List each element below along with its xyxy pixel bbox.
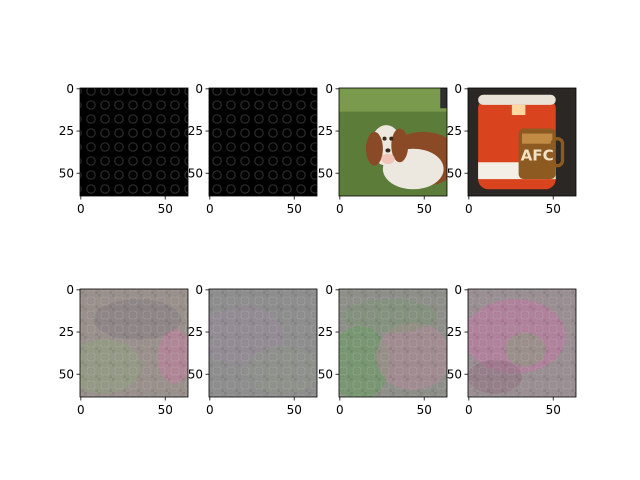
y-tick-label: 25	[447, 325, 462, 339]
image-panel	[209, 88, 317, 196]
y-tick-label: 0	[66, 283, 74, 297]
x-tick-label: 50	[158, 403, 173, 417]
y-tick-label: 25	[318, 325, 333, 339]
y-tick-label: 0	[325, 82, 333, 96]
x-tick-label: 50	[546, 202, 561, 216]
image-panel	[209, 289, 317, 397]
y-tick-label: 50	[188, 166, 203, 180]
subplot-1-4: AFC 0 50 0 25 50	[447, 82, 577, 216]
subplot-1-3: 0 50 0 25 50	[318, 82, 448, 216]
image-panel	[80, 289, 188, 397]
subplot-2-1: 0 50 0 25 50	[59, 283, 189, 417]
x-tick-label: 0	[77, 403, 85, 417]
image-panel	[339, 88, 447, 196]
x-tick-label: 0	[336, 202, 344, 216]
x-tick-label: 0	[206, 403, 214, 417]
y-tick-label: 50	[59, 367, 74, 381]
y-tick-label: 0	[195, 283, 203, 297]
x-tick-label: 0	[465, 403, 473, 417]
axes-frame	[467, 288, 577, 398]
mug-label: AFC	[521, 147, 554, 165]
image-panel	[80, 88, 188, 196]
x-tick-label: 50	[546, 403, 561, 417]
axes-frame	[467, 87, 577, 197]
y-tick-label: 50	[318, 367, 333, 381]
image-panel: AFC	[468, 88, 576, 196]
x-tick-label: 0	[465, 202, 473, 216]
subplot-grid: 0 50 0 25 50 0 50 0 25 50 0 50 0 25 50 AFC 0 50 0 25 50 0 50 0 2…	[59, 82, 577, 417]
image-panel	[468, 289, 576, 397]
subplot-1-1: 0 50 0 25 50	[59, 82, 189, 216]
axes-frame	[338, 288, 448, 398]
y-tick-label: 25	[188, 124, 203, 138]
y-tick-label: 50	[318, 166, 333, 180]
subplot-2-3: 0 50 0 25 50	[318, 283, 448, 417]
subplot-1-2: 0 50 0 25 50	[188, 82, 318, 216]
x-tick-label: 50	[287, 202, 302, 216]
y-tick-label: 25	[318, 124, 333, 138]
y-tick-label: 0	[66, 82, 74, 96]
subplot-2-4: 0 50 0 25 50	[447, 283, 577, 417]
x-tick-label: 0	[77, 202, 85, 216]
axes-frame	[208, 288, 318, 398]
x-tick-label: 50	[158, 202, 173, 216]
y-tick-label: 50	[188, 367, 203, 381]
axes-frame	[338, 87, 448, 197]
y-tick-label: 0	[325, 283, 333, 297]
x-tick-label: 0	[336, 403, 344, 417]
x-tick-label: 0	[206, 202, 214, 216]
y-tick-label: 0	[454, 82, 462, 96]
y-tick-label: 25	[188, 325, 203, 339]
y-tick-label: 50	[447, 367, 462, 381]
x-tick-label: 50	[417, 202, 432, 216]
x-tick-label: 50	[417, 403, 432, 417]
y-tick-label: 25	[59, 325, 74, 339]
y-tick-label: 0	[195, 82, 203, 96]
x-tick-label: 50	[287, 403, 302, 417]
y-tick-label: 25	[447, 124, 462, 138]
axes-frame	[208, 87, 318, 197]
y-tick-label: 50	[447, 166, 462, 180]
axes-frame	[79, 87, 189, 197]
axes-frame	[79, 288, 189, 398]
y-tick-label: 0	[454, 283, 462, 297]
subplot-2-2: 0 50 0 25 50	[188, 283, 318, 417]
y-tick-label: 50	[59, 166, 74, 180]
y-tick-label: 25	[59, 124, 74, 138]
image-panel	[339, 289, 447, 397]
